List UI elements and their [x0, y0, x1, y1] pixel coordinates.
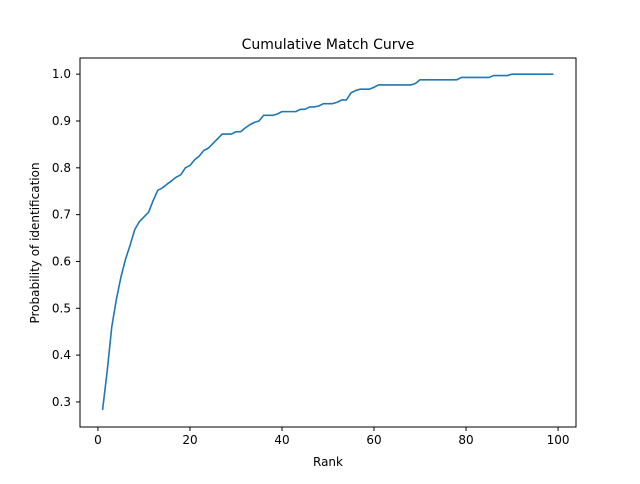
y-tick-label: 0.4	[52, 348, 71, 362]
y-tick-label: 0.7	[52, 208, 71, 222]
y-tick-label: 1.0	[52, 67, 71, 81]
x-tick-label: 20	[182, 433, 197, 447]
series-layer	[101, 73, 554, 411]
x-tick-label: 40	[274, 433, 289, 447]
y-tick-label: 0.9	[52, 114, 71, 128]
x-tick-label: 80	[458, 433, 473, 447]
x-tick-label: 60	[366, 433, 381, 447]
tick-layer: 0 20 40 60 80 100 0.3 0.4 0.5 0.6 0.7 0.8 0.9 1.0	[52, 67, 570, 447]
y-tick-label: 0.3	[52, 395, 71, 409]
y-axis-label: Probability of identification	[28, 162, 42, 323]
y-tick-label: 0.8	[52, 161, 71, 175]
y-tick-label: 0.5	[52, 301, 71, 315]
x-tick-label: 100	[547, 433, 570, 447]
cmc-series-line	[101, 73, 554, 411]
y-tick-label: 0.6	[52, 254, 71, 268]
chart-title: Cumulative Match Curve	[242, 37, 415, 53]
x-tick-label: 0	[94, 433, 102, 447]
plot-frame	[79, 57, 577, 428]
x-axis-label: Rank	[313, 455, 343, 469]
